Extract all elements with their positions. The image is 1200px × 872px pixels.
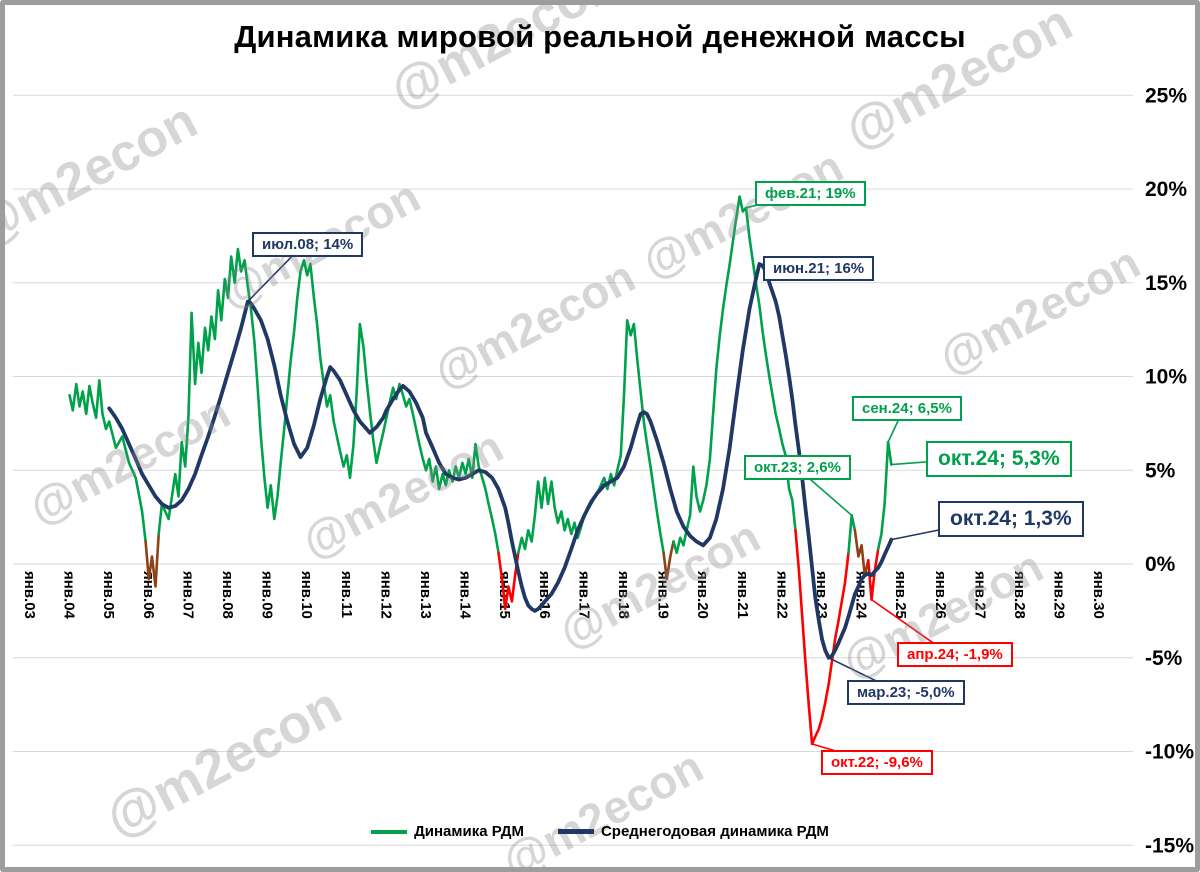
annotation-leader bbox=[828, 657, 900, 693]
y-axis-label: 15% bbox=[1145, 272, 1187, 295]
x-axis-label: янв.03 bbox=[21, 571, 38, 619]
x-axis-label: янв.30 bbox=[1090, 571, 1107, 619]
y-axis-label: -5% bbox=[1145, 647, 1183, 670]
x-axis-label: янв.09 bbox=[259, 571, 276, 619]
x-axis-label: янв.17 bbox=[575, 571, 592, 619]
annotation-leader bbox=[745, 192, 808, 209]
y-axis-label: 0% bbox=[1145, 553, 1176, 576]
series-line-0 bbox=[144, 532, 160, 588]
annotation-leader bbox=[811, 743, 874, 763]
series-line-0 bbox=[867, 547, 880, 601]
x-axis-label: янв.29 bbox=[1051, 571, 1068, 619]
x-axis-label: янв.05 bbox=[100, 571, 117, 619]
x-axis-label: янв.21 bbox=[734, 571, 751, 619]
series-line-0 bbox=[157, 247, 500, 555]
x-axis-label: янв.11 bbox=[338, 571, 355, 618]
y-axis-label: -10% bbox=[1145, 741, 1194, 764]
chart-legend: Динамика РДМ Среднегодовая динамика РДМ bbox=[5, 823, 1195, 840]
annotation-leader bbox=[887, 407, 905, 443]
annotation-leader bbox=[247, 243, 305, 303]
x-axis-label: янв.10 bbox=[298, 571, 315, 619]
legend-swatch bbox=[371, 829, 408, 834]
series-line-0 bbox=[672, 195, 797, 555]
series-line-0 bbox=[662, 540, 675, 581]
chart-title: Динамика мировой реальной денежной массы bbox=[234, 19, 966, 54]
legend-item: Динамика РДМ bbox=[371, 823, 524, 840]
x-axis-label: янв.22 bbox=[773, 571, 790, 619]
annotation-leader bbox=[891, 516, 1004, 541]
legend-label: Среднегодовая динамика РДМ bbox=[600, 823, 829, 840]
x-axis-label: янв.04 bbox=[61, 571, 78, 620]
x-axis-label: янв.13 bbox=[417, 571, 434, 619]
y-axis-label: 25% bbox=[1145, 84, 1187, 107]
x-axis-label: янв.20 bbox=[694, 571, 711, 619]
series-line-1 bbox=[107, 262, 894, 660]
y-axis-label: 5% bbox=[1145, 459, 1176, 482]
legend-swatch bbox=[557, 829, 594, 834]
y-axis-label: 10% bbox=[1145, 366, 1187, 389]
legend-item: Среднегодовая динамика РДМ bbox=[557, 823, 829, 840]
x-axis-label: янв.28 bbox=[1011, 571, 1028, 619]
series-line-0 bbox=[794, 529, 850, 746]
series-line-0 bbox=[517, 319, 665, 555]
x-axis-label: янв.24 bbox=[853, 571, 870, 620]
annotation-leader bbox=[759, 263, 816, 269]
x-axis-label: янв.06 bbox=[140, 571, 157, 619]
annotation-leader bbox=[891, 456, 992, 466]
chart-plot: янв.03 янв.04 янв.05 янв.06 янв.07 янв.08 янв.… bbox=[13, 84, 1194, 857]
series-line-0 bbox=[68, 379, 147, 543]
x-axis-label: янв.25 bbox=[892, 571, 909, 619]
series-line-0 bbox=[847, 514, 857, 555]
x-axis-label: янв.18 bbox=[615, 571, 632, 619]
x-axis-label: янв.19 bbox=[655, 571, 672, 619]
x-axis-label: янв.12 bbox=[377, 571, 394, 619]
x-axis-label: янв.08 bbox=[219, 571, 236, 619]
series-line-0 bbox=[497, 551, 520, 611]
x-axis-label: янв.07 bbox=[179, 571, 196, 619]
legend-label: Динамика РДМ bbox=[414, 823, 524, 840]
y-axis-label: 20% bbox=[1145, 178, 1187, 201]
series-line-0 bbox=[876, 440, 893, 551]
x-axis-label: янв.26 bbox=[932, 571, 949, 619]
x-axis-label: янв.14 bbox=[457, 571, 474, 620]
x-axis-label: янв.27 bbox=[971, 571, 988, 619]
y-axis-label: -15% bbox=[1145, 834, 1194, 857]
series-line-0 bbox=[853, 529, 870, 577]
